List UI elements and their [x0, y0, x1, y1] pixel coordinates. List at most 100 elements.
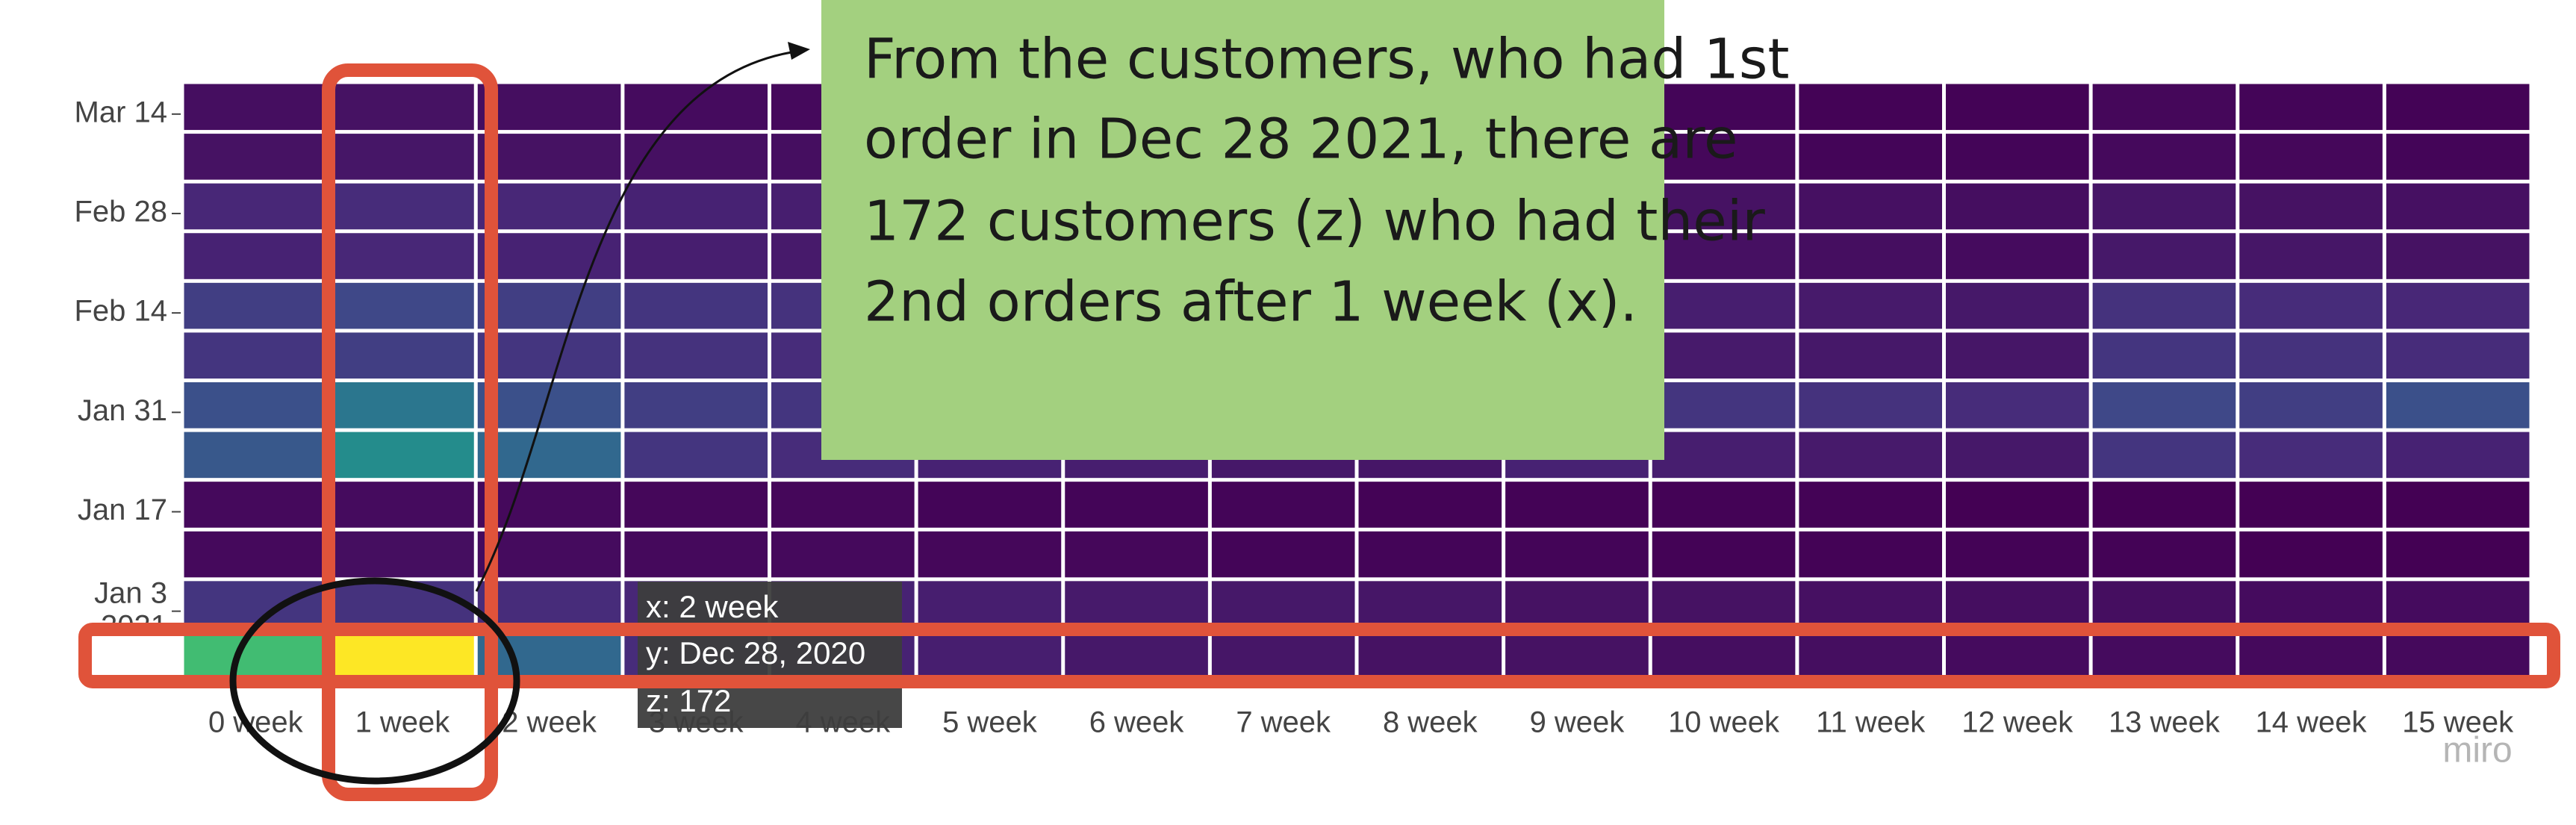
heatmap-cell [1652, 630, 1796, 677]
x-tick-label: 14 week [2256, 706, 2368, 739]
heatmap-cell [2092, 581, 2236, 627]
x-tick-label: 15 week [2402, 706, 2514, 739]
heatmap-cell [771, 482, 915, 528]
heatmap-cell [2092, 482, 2236, 528]
x-tick-label: 11 week [1816, 706, 1926, 739]
heatmap-cell [1946, 581, 2089, 627]
heatmap-cell [624, 531, 768, 578]
heatmap-cell [331, 531, 474, 578]
heatmap-cell [1652, 282, 1796, 329]
heatmap-cell [1652, 581, 1796, 627]
tooltip-box [638, 582, 902, 728]
heatmap-cell [1799, 581, 1942, 627]
heatmap-cell [2386, 531, 2530, 578]
sticky-note [821, 0, 1664, 460]
heatmap-cell [2092, 382, 2236, 429]
arrow-head [788, 42, 810, 60]
heatmap-cell [1946, 482, 2089, 528]
heatmap-cell [184, 183, 328, 230]
heatmap-cell [1358, 630, 1502, 677]
tooltip-text: y: Dec 28, 2020 [646, 635, 865, 670]
heatmap-cell [1652, 432, 1796, 479]
heatmap-cell [1799, 531, 1942, 578]
heatmap-cell [1065, 482, 1208, 528]
heatmap-cell [1799, 183, 1942, 230]
x-tick-label: 6 week [1089, 706, 1185, 739]
heatmap-cell [184, 432, 328, 479]
heatmap-cell [624, 382, 768, 429]
heatmap-cell [1946, 332, 2089, 379]
heatmap-cell [1946, 382, 2089, 429]
heatmap-cell [1505, 482, 1649, 528]
heatmap-cell [184, 531, 328, 578]
x-tick-label: 7 week [1236, 706, 1331, 739]
heatmap-cell [331, 134, 474, 180]
tooltip-text: z: 172 [646, 683, 731, 718]
heatmap-cell [918, 630, 1062, 677]
heatmap-cell [184, 134, 328, 180]
arrow [475, 51, 792, 592]
heatmap-cell [2386, 84, 2530, 131]
note-text: 2nd orders after 1 week (x). [864, 270, 1637, 334]
y-tick-label: Mar 14 [75, 96, 168, 128]
heatmap-cell [624, 482, 768, 528]
heatmap-cell [1065, 531, 1208, 578]
heatmap-cell [1799, 282, 1942, 329]
heatmap-cell [2386, 581, 2530, 627]
heatmap-cell [2386, 432, 2530, 479]
heatmap-cell [1946, 432, 2089, 479]
heatmap-cell [1946, 134, 2089, 180]
heatmap-cell [624, 432, 768, 479]
heatmap-cell [2386, 282, 2530, 329]
heatmap-cell [2092, 432, 2236, 479]
heatmap-cell [331, 432, 474, 479]
heatmap-cell [184, 482, 328, 528]
heatmap-cell [1652, 233, 1796, 279]
heatmap-cell [1065, 630, 1208, 677]
heatmap-cell [477, 482, 621, 528]
watermark: miro [2442, 731, 2512, 770]
heatmap-cell [2239, 332, 2383, 379]
heatmap-cell [2386, 482, 2530, 528]
heatmap-cell [184, 233, 328, 279]
heatmap-cell [918, 482, 1062, 528]
y-tick-label: Jan 31 [78, 394, 167, 427]
heatmap-cell [2239, 84, 2383, 131]
heatmap-cell [331, 630, 474, 677]
heatmap-cell [771, 531, 915, 578]
x-tick-label: 13 week [2109, 706, 2221, 739]
heatmap-cell [2386, 183, 2530, 230]
heatmap-cell [2239, 183, 2383, 230]
heatmap-cell [1799, 482, 1942, 528]
heatmap-cell [1505, 531, 1649, 578]
heatmap-cell [2239, 233, 2383, 279]
heatmap-cell [331, 282, 474, 329]
heatmap-cell [1358, 531, 1502, 578]
x-tick-label: 8 week [1383, 706, 1478, 739]
heatmap-cell [477, 183, 621, 230]
heatmap-cell [1358, 581, 1502, 627]
heatmap-cell [2092, 630, 2236, 677]
heatmap-cell [2092, 134, 2236, 180]
heatmap-cell [1211, 581, 1355, 627]
y-tick-label: Feb 28 [74, 196, 167, 228]
heatmap-cell [331, 84, 474, 131]
heatmap-cell [1799, 84, 1942, 131]
heatmap-cell [918, 531, 1062, 578]
heatmap-cell [184, 332, 328, 379]
heatmap-cell [2092, 233, 2236, 279]
heatmap-cell [477, 282, 621, 329]
heatmap-cell [331, 332, 474, 379]
heatmap-cell [1799, 233, 1942, 279]
heatmap-cell [2239, 531, 2383, 578]
heatmap-cell [1652, 531, 1796, 578]
heatmap-cell [2239, 630, 2383, 677]
heatmap-cell [1652, 382, 1796, 429]
heatmap-cell [1652, 84, 1796, 131]
heatmap-cell [2092, 282, 2236, 329]
x-tick-label: 10 week [1668, 706, 1780, 739]
heatmap-cell [2092, 183, 2236, 230]
y-tick-label: Feb 14 [74, 295, 167, 328]
heatmap-cell [624, 134, 768, 180]
